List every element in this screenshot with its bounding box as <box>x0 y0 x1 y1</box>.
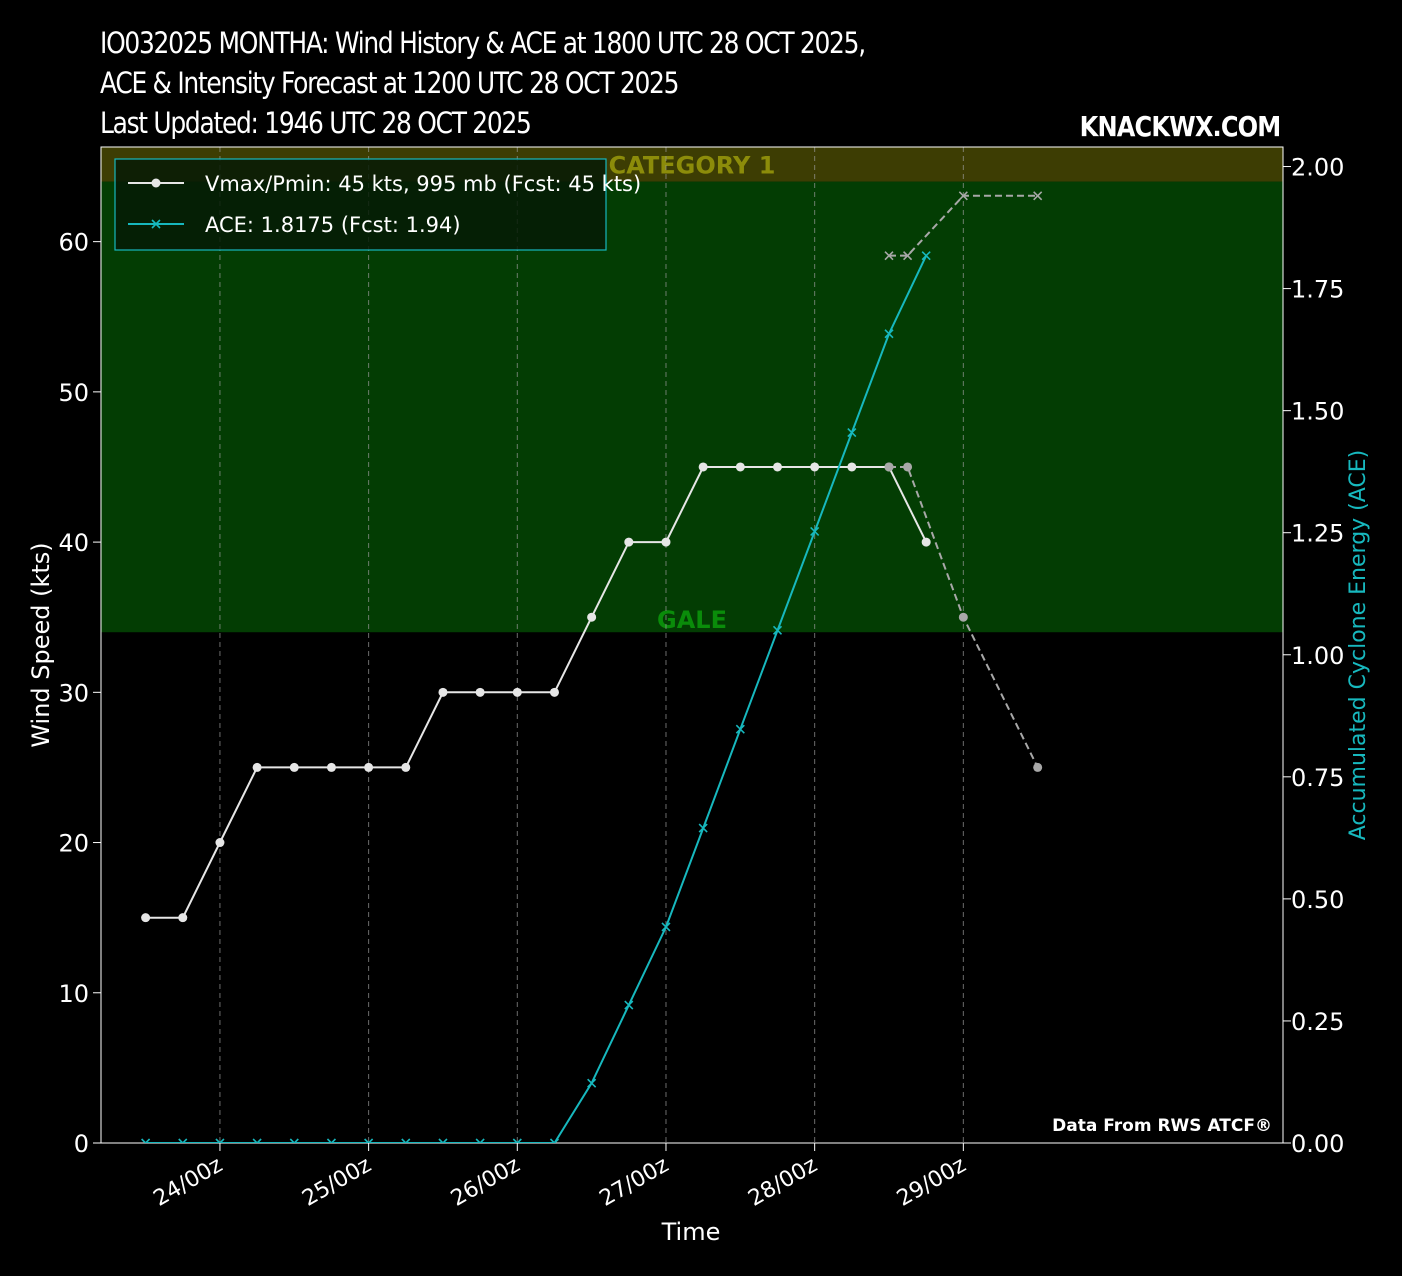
ace-point <box>289 1138 299 1143</box>
vmax-pmin-point <box>438 687 448 697</box>
chart-title-line-2: ACE & Intensity Forecast at 1200 UTC 28 … <box>100 66 680 100</box>
x-tick-label: 29/00z <box>893 1153 970 1212</box>
ace-forecast-point <box>1033 191 1043 201</box>
vmax-pmin-point <box>847 462 857 472</box>
ace-point <box>326 1138 337 1143</box>
band-gale <box>101 181 1283 633</box>
ace-point <box>587 1078 597 1088</box>
vmax-pmin-point <box>921 537 931 547</box>
vmax-pmin-point <box>624 537 634 547</box>
y2-tick-label: 0.75 <box>1291 764 1344 792</box>
legend-ace-marker <box>151 219 161 229</box>
vmax-pmin-point <box>810 462 820 472</box>
ace-point <box>252 1138 262 1143</box>
ace-forecast-point <box>958 191 968 201</box>
legend-vmax-marker <box>151 178 161 188</box>
ace-point <box>624 1000 634 1010</box>
vmax-pmin-line <box>145 466 928 919</box>
y2-tick-label: 1.25 <box>1291 520 1344 548</box>
plot-frame <box>100 146 1284 1144</box>
y2-tick-label: 1.75 <box>1291 276 1344 304</box>
vmax-pmin-point <box>215 838 225 848</box>
vmax-pmin-point <box>289 762 299 772</box>
x-axis-label: Time <box>661 1218 721 1246</box>
ace-point <box>215 1138 225 1143</box>
y2-tick-label: 0.50 <box>1291 886 1344 914</box>
ace-point <box>772 625 783 635</box>
y-tick-label: 20 <box>58 830 89 858</box>
x-tick-label: 27/00z <box>596 1153 673 1212</box>
ace-forecast-point <box>903 251 913 261</box>
x-tick-label: 25/00z <box>298 1153 375 1212</box>
intensity-forecast-point <box>1033 762 1043 772</box>
ace-point <box>884 329 894 339</box>
chart-title-line-3: Last Updated: 1946 UTC 28 OCT 2025 <box>100 106 532 140</box>
y2-tick-label: 2.00 <box>1291 154 1344 182</box>
intensity-forecast-point <box>884 462 894 472</box>
y-tick-label: 0 <box>74 1130 89 1158</box>
x-gridlines <box>219 147 964 1143</box>
vmax-pmin-point <box>512 687 522 697</box>
y2-tick-label: 1.50 <box>1291 398 1344 426</box>
series-layer <box>141 191 1043 1143</box>
y2-tick-label: 1.00 <box>1291 642 1344 670</box>
vmax-pmin-point <box>178 913 188 923</box>
vmax-pmin-point <box>772 462 782 472</box>
vmax-pmin-point <box>475 687 485 697</box>
chart-title-line-1: IO032025 MONTHA: Wind History & ACE at 1… <box>100 26 866 60</box>
x-tick-label: 28/00z <box>744 1153 821 1212</box>
ace-point <box>661 922 671 932</box>
ace-point <box>364 1138 374 1143</box>
y2-axis-label: Accumulated Cyclone Energy (ACE) <box>1346 450 1371 841</box>
band-label-gale: GALE <box>657 606 727 634</box>
vmax-pmin-point <box>698 462 708 472</box>
ace-point <box>438 1138 448 1143</box>
brand-watermark: KNACKWX.COM <box>1079 110 1281 143</box>
ace-point <box>810 526 820 537</box>
ace-point <box>698 823 708 833</box>
intensity-bands: GALE CATEGORY 1 <box>101 147 1283 634</box>
vmax-pmin-point <box>661 537 671 547</box>
legend-box <box>114 158 607 251</box>
y-tick-label: 30 <box>58 679 89 707</box>
ace-point <box>401 1138 411 1143</box>
vmax-pmin-point <box>587 612 597 622</box>
ace-point <box>847 428 857 438</box>
ace-point <box>921 251 931 261</box>
vmax-pmin-point <box>549 687 559 697</box>
legend-vmax-label: Vmax/Pmin: 45 kts, 995 mb (Fcst: 45 kts) <box>205 172 641 196</box>
y2-tick-label: 0.25 <box>1291 1008 1344 1036</box>
intensity-forecast-point <box>958 612 968 622</box>
vmax-pmin-point <box>141 913 151 923</box>
ace-forecast-line <box>889 194 1038 257</box>
ace-forecast-point <box>884 251 894 261</box>
y-tick-label: 10 <box>58 980 89 1008</box>
intensity-forecast-point <box>903 462 913 472</box>
band-label-category-1: CATEGORY 1 <box>609 152 776 180</box>
data-source-annotation: Data From RWS ATCF® <box>1052 1116 1272 1136</box>
ace-point <box>141 1138 151 1143</box>
y-tick-label: 40 <box>58 529 89 557</box>
vmax-pmin-point <box>401 762 411 772</box>
y-tick-label: 60 <box>58 229 89 257</box>
ace-point <box>178 1138 188 1143</box>
legend-ace-label: ACE: 1.8175 (Fcst: 1.94) <box>205 213 461 237</box>
x-tick-label: 24/00z <box>150 1153 227 1212</box>
x-tick-label: 26/00z <box>447 1153 524 1212</box>
ace-point <box>549 1138 560 1143</box>
ace-line <box>145 255 928 1143</box>
legend: Vmax/Pmin: 45 kts, 995 mb (Fcst: 45 kts)… <box>114 158 641 251</box>
vmax-pmin-point <box>364 762 374 772</box>
ace-point <box>475 1138 485 1143</box>
y-tick-label: 50 <box>58 379 89 407</box>
ace-point <box>512 1138 522 1143</box>
ace-point <box>735 724 745 734</box>
y-axis-label: Wind Speed (kts) <box>27 542 55 747</box>
vmax-pmin-point <box>735 462 745 472</box>
vmax-pmin-point <box>326 762 336 772</box>
vmax-pmin-point <box>252 762 262 772</box>
y2-tick-label: 0.00 <box>1291 1130 1344 1158</box>
